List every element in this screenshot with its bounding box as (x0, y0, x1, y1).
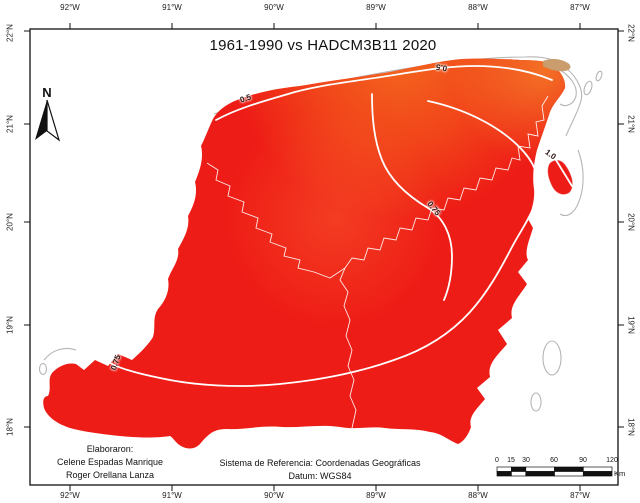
scalebar-tick-0: 0 (495, 457, 499, 464)
credits-author-2: Roger Orellana Lanza (65, 470, 155, 480)
credits-heading: Elaboraron: (86, 444, 134, 454)
scalebar-tick-30: 30 (522, 457, 530, 464)
credits-block: Elaboraron: Celene Espadas Manrique Roge… (57, 443, 163, 482)
axis-label-bottom-92w: 92°W (60, 491, 80, 500)
axis-label-left-20n: 20°N (5, 213, 15, 231)
scalebar-tick-120: 120 (606, 457, 618, 464)
axis-label-top-92w: 92°W (60, 3, 80, 12)
axis-label-left-21n: 21°N (5, 115, 15, 133)
axis-label-bottom-90w: 90°W (264, 491, 284, 500)
axis-label-top-91w: 91°W (162, 3, 182, 12)
north-arrow-icon (35, 99, 61, 142)
axis-label-top-90w: 90°W (264, 3, 284, 12)
axis-label-top-87w: 87°W (570, 3, 590, 12)
axis-label-left-19n: 19°N (5, 316, 15, 334)
axis-label-right-22n: 22°N (626, 24, 636, 42)
contour-1-0 (542, 148, 573, 187)
axis-label-right-19n: 19°N (626, 316, 636, 334)
state-boundaries (206, 95, 549, 429)
axis-label-right-18n: 18°N (626, 418, 636, 436)
contour-0-5 (215, 65, 553, 121)
axis-label-bottom-88w: 88°W (468, 491, 488, 500)
axis-label-bottom-89w: 89°W (366, 491, 386, 500)
axis-label-bottom-91w: 91°W (162, 491, 182, 500)
north-arrow-label: N (42, 85, 52, 100)
credits-author-1: Celene Espadas Manrique (56, 457, 164, 467)
reference-block: Sistema de Referencia: Coordenadas Geogr… (219, 457, 420, 483)
contour-label-0-5-east: 0.5 (435, 62, 448, 73)
contour-0-75-inner (371, 93, 453, 301)
map-frame (29, 28, 619, 486)
scalebar-tick-15: 15 (507, 457, 515, 464)
scalebar-unit: Km (614, 469, 626, 478)
map-title: 1961-1990 vs HADCM3B11 2020 (209, 37, 437, 54)
reference-system: Sistema de Referencia: Coordenadas Geogr… (219, 458, 421, 468)
isotherm-contours (89, 65, 573, 387)
axis-label-right-21n: 21°N (626, 115, 636, 133)
sand-patch (543, 58, 571, 72)
graticule-ticks (24, 23, 624, 491)
axis-label-top-88w: 88°W (468, 3, 488, 12)
temperature-shading (43, 58, 566, 449)
contour-0-75-outer (89, 100, 540, 387)
scalebar (496, 466, 613, 477)
reference-datum: Datum: WGS84 (288, 471, 352, 481)
axis-label-right-20n: 20°N (626, 213, 636, 231)
scalebar-tick-90: 90 (579, 457, 587, 464)
axis-label-top-89w: 89°W (366, 3, 386, 12)
axis-label-left-22n: 22°N (5, 24, 15, 42)
cozumel-island (547, 159, 573, 195)
axis-label-left-18n: 18°N (5, 418, 15, 436)
scalebar-tick-60: 60 (550, 457, 558, 464)
axis-label-bottom-87w: 87°W (570, 491, 590, 500)
